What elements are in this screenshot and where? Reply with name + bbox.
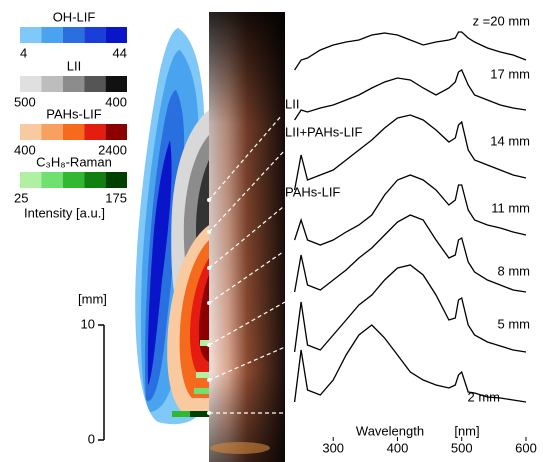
scale-cell [62, 124, 85, 140]
scale-cell [105, 124, 127, 140]
x-tick-label: 400 [387, 440, 409, 455]
scale-cell [20, 172, 42, 188]
scale-cell [62, 76, 85, 92]
scale-cell [20, 124, 42, 140]
scale-tick-label: 10 [81, 316, 95, 331]
series-label: 8 mm [498, 263, 531, 278]
x-tick-label: 500 [451, 440, 473, 455]
scale-max: 2400 [98, 142, 127, 157]
arrows [208, 114, 288, 414]
spectrum [293, 174, 527, 246]
scale-cell [20, 27, 42, 43]
scale-cell [62, 27, 85, 43]
series-label: 5 mm [498, 316, 531, 331]
series-label: 2 mm [468, 389, 501, 404]
spectrum [294, 31, 527, 71]
x-axis-label: Wavelength [356, 423, 424, 438]
spectrum [294, 69, 527, 121]
annotation: LII [285, 96, 299, 111]
scale-cell [105, 27, 127, 43]
series-label: 17 mm [490, 66, 530, 81]
spectrum [293, 264, 527, 353]
x-tick-label: 600 [515, 440, 537, 455]
scale-min: 400 [14, 142, 36, 157]
series-label: 14 mm [490, 133, 530, 148]
scale-cell [41, 76, 63, 92]
spectrum [293, 114, 527, 191]
scale-min: 4 [20, 45, 27, 60]
x-tick-label: 300 [322, 440, 344, 455]
contour-maps [135, 28, 209, 425]
scale-min: 25 [14, 190, 28, 205]
arrow-origins [207, 198, 211, 415]
scale-max: 175 [105, 190, 127, 205]
x-axis-unit: [nm] [454, 423, 479, 438]
annotation: LII+PAHs-LIF [285, 124, 362, 139]
scale-max: 44 [113, 45, 127, 60]
scale-cell [105, 172, 127, 188]
scale-tick-label: 0 [88, 431, 95, 446]
spectrum [293, 214, 527, 293]
scale-cell [105, 76, 127, 92]
scale-max: 400 [105, 94, 127, 109]
scale-bar-label: [mm] [78, 291, 107, 306]
scale-title: PAHs-LIF [46, 106, 101, 121]
intensity-label: Intensity [a.u.] [24, 205, 105, 220]
scale-cell [84, 124, 106, 140]
annotation: PAHs-LIF [285, 184, 340, 199]
spectrum [293, 324, 527, 403]
series-label: z =20 mm [473, 13, 530, 28]
scale-cell [84, 76, 106, 92]
scale-cell [41, 27, 63, 43]
scale-cell [20, 76, 42, 92]
scale-min: 500 [14, 94, 36, 109]
scale-cell [84, 172, 106, 188]
scale-cell [41, 124, 63, 140]
scale-cell [41, 172, 63, 188]
scale-title: LII [67, 58, 81, 73]
scale-title: C₃H₈-Raman [36, 154, 112, 169]
scale-title: OH-LIF [53, 9, 96, 24]
scale-cell [84, 27, 106, 43]
series-label: 11 mm [491, 200, 530, 215]
scale-cell [62, 172, 85, 188]
